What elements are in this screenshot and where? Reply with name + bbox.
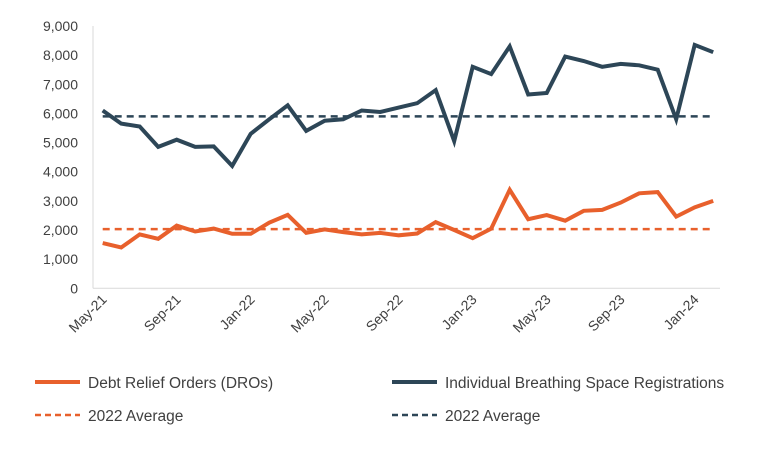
y-tick-label: 6,000 xyxy=(43,105,78,121)
legend-label-breathing-space-average: 2022 Average xyxy=(445,408,540,425)
x-tick-label: May-23 xyxy=(509,291,553,335)
x-tick-label: Sep-23 xyxy=(585,291,628,334)
x-tick-label: Jan-22 xyxy=(216,291,258,333)
legend-label-dros: Debt Relief Orders (DROs) xyxy=(88,375,273,392)
y-tick-label: 9,000 xyxy=(43,18,78,34)
y-tick-label: 0 xyxy=(70,280,78,296)
x-tick-label: Jan-23 xyxy=(438,291,480,333)
legend-label-breathing-space: Individual Breathing Space Registrations xyxy=(445,375,724,392)
legend-item-breathing-space: Individual Breathing Space Registrations xyxy=(392,375,724,392)
x-tick-label: Sep-22 xyxy=(363,291,406,334)
y-tick-label: 2,000 xyxy=(43,222,78,238)
series-line-1 xyxy=(103,45,714,166)
y-tick-label: 5,000 xyxy=(43,135,78,151)
legend-label-dros-average: 2022 Average xyxy=(88,408,183,425)
legend-item-dros: Debt Relief Orders (DROs) xyxy=(35,375,273,392)
series-line-0 xyxy=(103,190,714,248)
x-tick-label: May-22 xyxy=(287,291,331,335)
y-tick-label: 4,000 xyxy=(43,164,78,180)
x-tick-label: Sep-21 xyxy=(141,291,184,334)
y-tick-label: 7,000 xyxy=(43,76,78,92)
x-tick-label: Jan-24 xyxy=(660,291,702,333)
y-tick-label: 1,000 xyxy=(43,251,78,267)
y-tick-label: 3,000 xyxy=(43,193,78,209)
legend-item-dros-average: 2022 Average xyxy=(35,408,183,425)
x-tick-label: May-21 xyxy=(65,291,109,335)
y-tick-label: 8,000 xyxy=(43,47,78,63)
legend-item-breathing-space-average: 2022 Average xyxy=(392,408,540,425)
